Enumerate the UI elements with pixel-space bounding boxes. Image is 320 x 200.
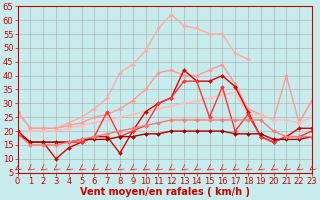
X-axis label: Vent moyen/en rafales ( km/h ): Vent moyen/en rafales ( km/h ) (80, 187, 250, 197)
